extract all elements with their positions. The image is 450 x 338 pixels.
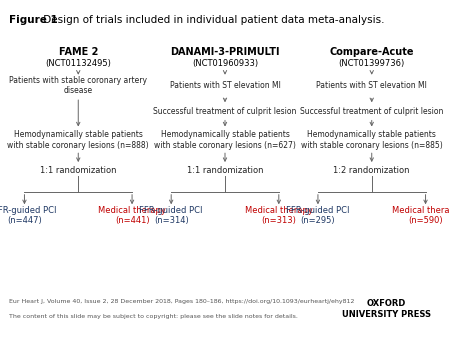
Text: Compare-Acute: Compare-Acute — [329, 47, 414, 57]
Text: FFR-guided PCI
(n=447): FFR-guided PCI (n=447) — [0, 206, 56, 225]
Text: Medical therapy
(n=441): Medical therapy (n=441) — [98, 206, 166, 225]
Text: Hemodynamically stable patients
with stable coronary lesions (n=888): Hemodynamically stable patients with sta… — [8, 130, 149, 150]
Text: Eur Heart J, Volume 40, Issue 2, 28 December 2018, Pages 180–186, https://doi.or: Eur Heart J, Volume 40, Issue 2, 28 Dece… — [9, 299, 355, 304]
Text: DANAMI-3-PRIMULTI: DANAMI-3-PRIMULTI — [170, 47, 280, 57]
Text: (NCT01399736): (NCT01399736) — [338, 59, 405, 69]
Text: Patients with stable coronary artery
disease: Patients with stable coronary artery dis… — [9, 76, 147, 95]
Text: 1:1 randomization: 1:1 randomization — [40, 166, 117, 175]
Text: Hemodynamically stable patients
with stable coronary lesions (n=885): Hemodynamically stable patients with sta… — [301, 130, 443, 150]
Text: 1:1 randomization: 1:1 randomization — [187, 166, 263, 175]
Text: 1:2 randomization: 1:2 randomization — [333, 166, 410, 175]
Text: Hemodynamically stable patients
with stable coronary lesions (n=627): Hemodynamically stable patients with sta… — [154, 130, 296, 150]
Text: FAME 2: FAME 2 — [58, 47, 98, 57]
Text: Successful treatment of culprit lesion: Successful treatment of culprit lesion — [153, 107, 297, 116]
Text: Successful treatment of culprit lesion: Successful treatment of culprit lesion — [300, 107, 443, 116]
Text: Patients with ST elevation MI: Patients with ST elevation MI — [316, 81, 427, 90]
Text: FFR-guided PCI
(n=314): FFR-guided PCI (n=314) — [140, 206, 203, 225]
Text: Patients with ST elevation MI: Patients with ST elevation MI — [170, 81, 280, 90]
Text: The content of this slide may be subject to copyright: please see the slide note: The content of this slide may be subject… — [9, 314, 298, 319]
Text: OXFORD
UNIVERSITY PRESS: OXFORD UNIVERSITY PRESS — [342, 299, 431, 319]
Text: Medical therapy
(n=313): Medical therapy (n=313) — [245, 206, 313, 225]
Text: (NCT01132495): (NCT01132495) — [45, 59, 111, 69]
Text: Design of trials included in individual patient data meta-analysis.: Design of trials included in individual … — [40, 15, 384, 25]
Text: Medical therapy
(n=590): Medical therapy (n=590) — [392, 206, 450, 225]
Text: Figure 1: Figure 1 — [9, 15, 58, 25]
Text: FFR-guided PCI
(n=295): FFR-guided PCI (n=295) — [286, 206, 350, 225]
Text: (NCT01960933): (NCT01960933) — [192, 59, 258, 69]
